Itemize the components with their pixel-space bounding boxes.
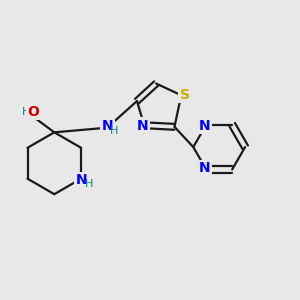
Text: S: S [180,88,190,102]
Text: N: N [101,119,113,134]
Text: N: N [76,173,88,188]
Text: N: N [199,119,210,133]
Text: H: H [110,126,118,136]
Text: N: N [199,161,210,175]
Text: H: H [22,107,31,117]
Text: O: O [28,105,39,119]
Text: N: N [136,119,148,133]
Text: H: H [85,179,93,189]
